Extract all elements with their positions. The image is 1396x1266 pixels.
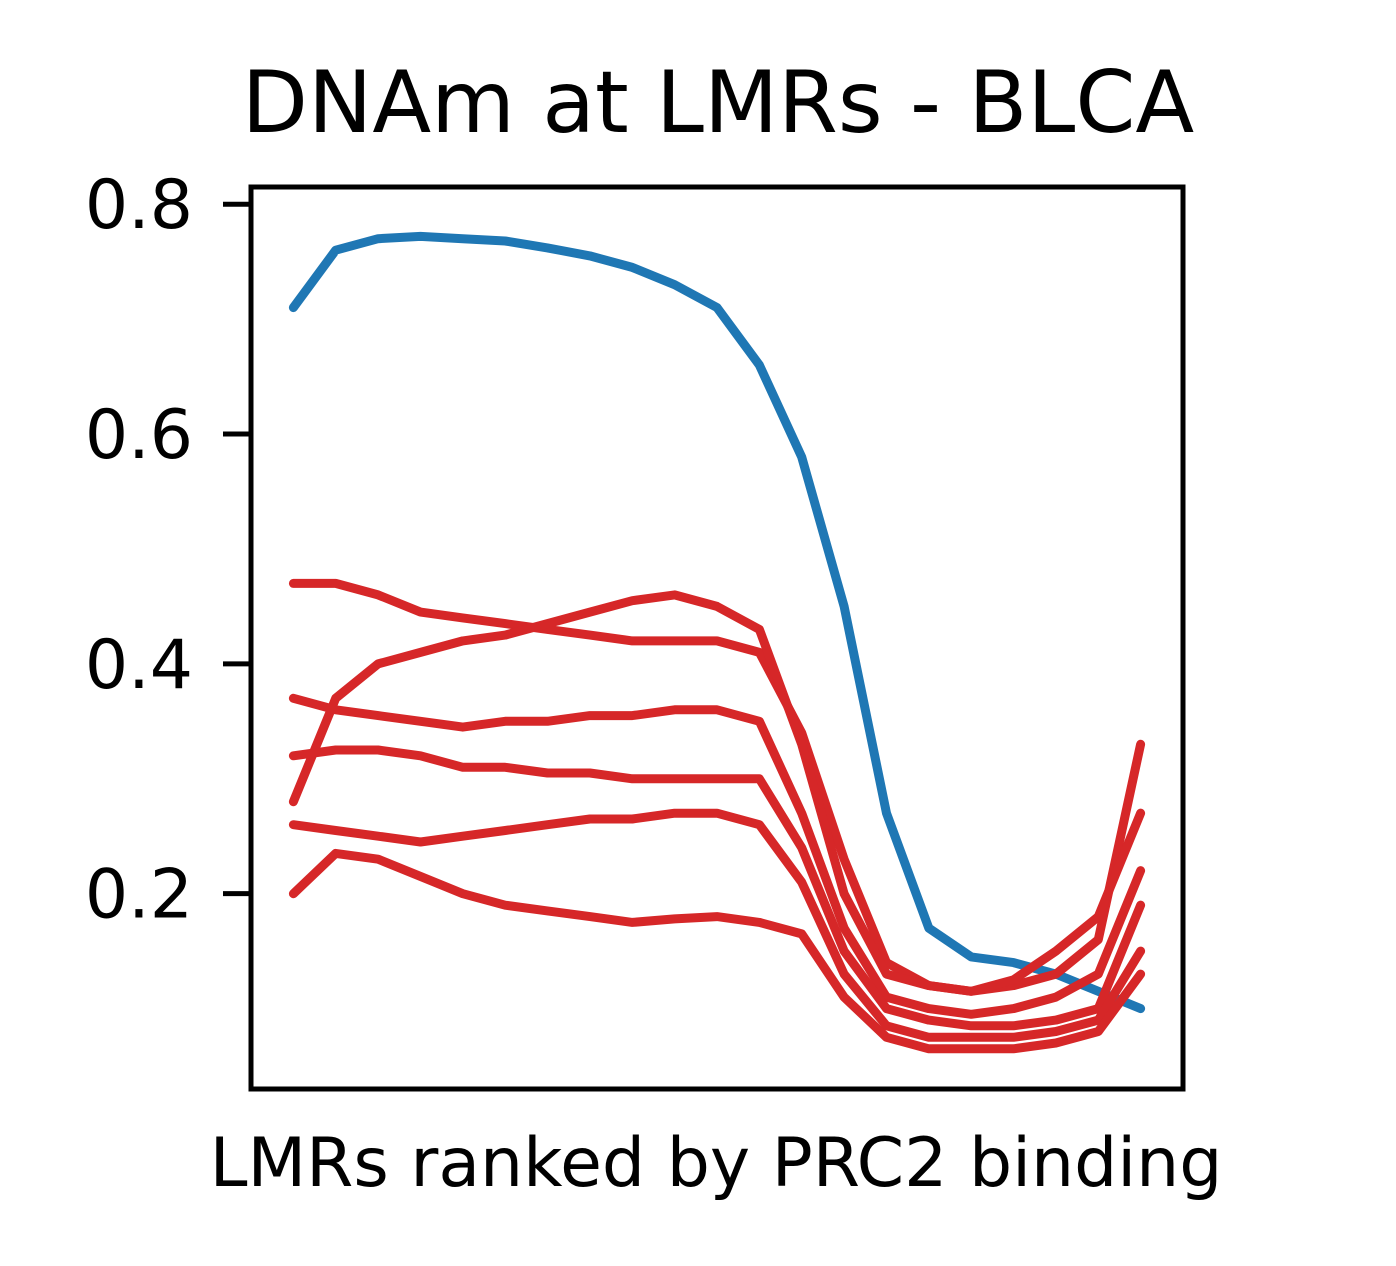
chart-title: DNAm at LMRs - BLCA — [242, 53, 1195, 153]
series-line-4 — [288, 693, 1146, 1019]
y-axis: 0.2 0.4 0.6 0.8 — [85, 166, 251, 935]
series-line-2 — [288, 578, 1146, 996]
x-axis-label: LMRs ranked by PRC2 binding — [210, 1124, 1223, 1203]
series-line-3 — [288, 590, 1146, 996]
series-line-6 — [288, 808, 1146, 1042]
series-line-5 — [288, 745, 1146, 1031]
y-tick-label-2: 0.4 — [85, 626, 193, 705]
series-line-7 — [288, 848, 1146, 1054]
series-line-1 — [288, 231, 1146, 1014]
y-tick-label-1: 0.2 — [85, 856, 193, 935]
y-tick-label-3: 0.6 — [85, 396, 193, 475]
series-layer — [288, 231, 1146, 1054]
plot-frame — [248, 184, 1186, 1092]
y-tick-label-4: 0.8 — [85, 166, 193, 245]
